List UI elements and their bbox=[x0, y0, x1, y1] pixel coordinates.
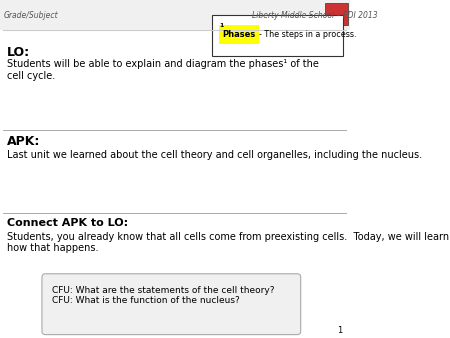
Text: Liberty Middle School – EDI 2013: Liberty Middle School – EDI 2013 bbox=[252, 11, 378, 20]
Text: Connect APK to LO:: Connect APK to LO: bbox=[7, 218, 128, 228]
FancyBboxPatch shape bbox=[212, 15, 342, 56]
FancyBboxPatch shape bbox=[325, 3, 348, 25]
FancyBboxPatch shape bbox=[219, 25, 259, 44]
Text: 1: 1 bbox=[338, 325, 342, 335]
Text: LO:: LO: bbox=[7, 46, 30, 58]
FancyBboxPatch shape bbox=[42, 274, 301, 335]
Text: Students, you already know that all cells come from preexisting cells.  Today, w: Students, you already know that all cell… bbox=[7, 232, 449, 253]
Text: Grade/Subject: Grade/Subject bbox=[4, 11, 58, 20]
Text: Last unit we learned about the cell theory and cell organelles, including the nu: Last unit we learned about the cell theo… bbox=[7, 150, 422, 161]
FancyBboxPatch shape bbox=[0, 0, 350, 30]
Text: Phases: Phases bbox=[223, 30, 256, 39]
Text: - The steps in a process.: - The steps in a process. bbox=[259, 30, 356, 39]
Text: CFU: What are the statements of the cell theory?
CFU: What is the function of th: CFU: What are the statements of the cell… bbox=[53, 286, 275, 305]
Text: 1: 1 bbox=[219, 23, 224, 28]
Text: Students will be able to explain and diagram the phases¹ of the
cell cycle.: Students will be able to explain and dia… bbox=[7, 59, 319, 81]
Text: APK:: APK: bbox=[7, 135, 40, 148]
